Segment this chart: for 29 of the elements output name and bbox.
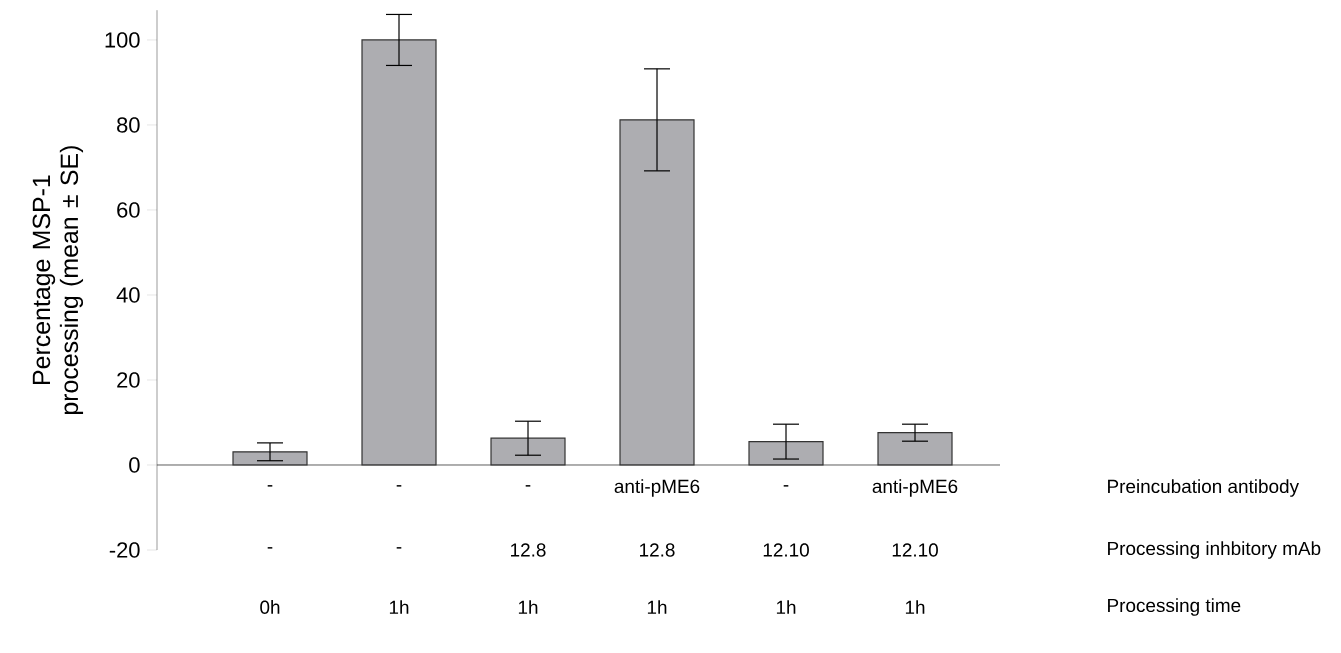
- y-tick-label: 60: [117, 202, 140, 218]
- text: Preincubation antibody: [1108, 479, 1299, 497]
- x-tick-label: 1h: [905, 600, 925, 614]
- annotation: anti-pME6: [614, 479, 700, 497]
- annotation: 12.8: [511, 543, 546, 557]
- annotation: -: [396, 485, 402, 487]
- x-tick-label: 1h: [776, 600, 796, 614]
- y-axis-title: Percentage MSP-1 processing (mean ± SE): [32, 146, 84, 415]
- annotation: 12.8: [640, 543, 675, 557]
- y-tick-label: 80: [117, 117, 140, 133]
- y-tick-label: 20: [117, 372, 140, 388]
- annotation: anti-pME6: [872, 479, 958, 497]
- annotation: -: [267, 485, 273, 487]
- x-tick-label: 0h: [260, 600, 280, 614]
- y-tick-label: 40: [116, 287, 140, 303]
- annotation: 12.10: [892, 543, 938, 557]
- text: Processing time: [1108, 598, 1241, 616]
- text: Processing inhbitory mAb: [1108, 541, 1321, 559]
- annotation: -: [783, 485, 789, 487]
- y-tick-label: 0: [129, 457, 140, 473]
- x-tick-label: 1h: [647, 600, 667, 614]
- y-tick-label: -20: [109, 542, 140, 558]
- y-tick-label: 100: [105, 32, 140, 48]
- annotation: -: [525, 485, 531, 487]
- x-tick-label: 1h: [518, 600, 538, 614]
- annotation: -: [267, 547, 273, 549]
- annotation: -: [396, 547, 402, 549]
- annotation: 12.10: [763, 543, 809, 557]
- x-tick-label: 1h: [389, 600, 409, 614]
